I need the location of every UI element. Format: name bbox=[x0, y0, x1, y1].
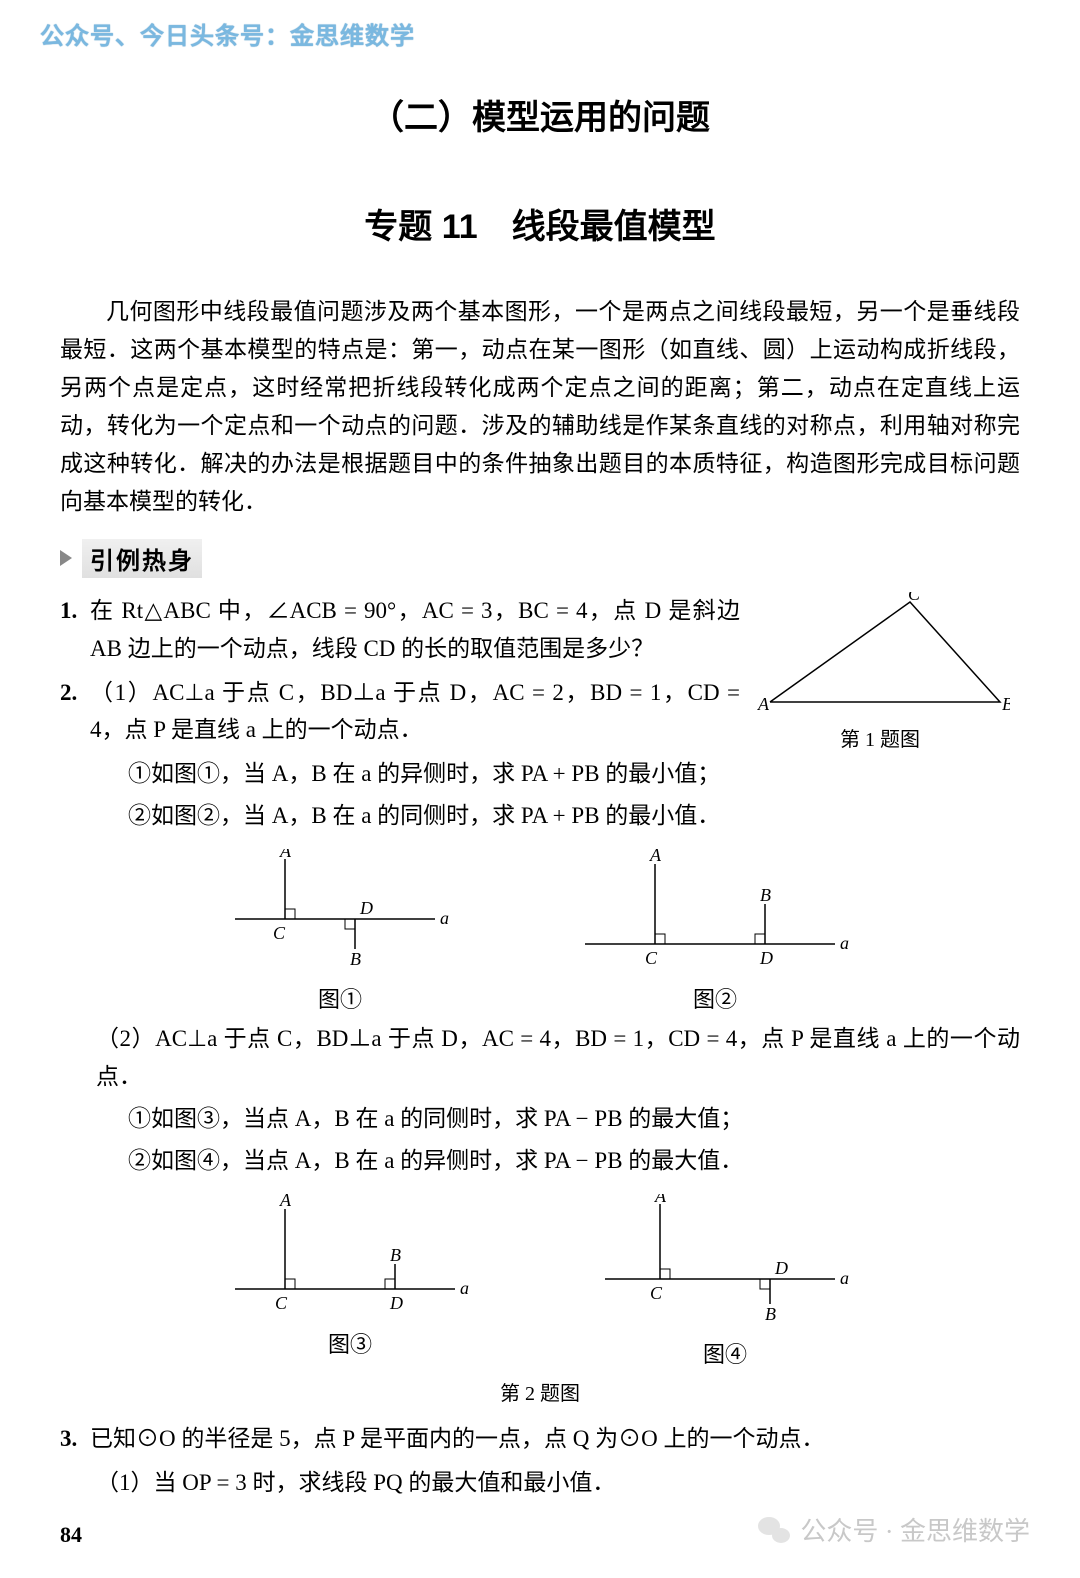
d3-a: a bbox=[460, 1278, 469, 1298]
section-header: 引例热身 bbox=[60, 539, 1020, 578]
watermark-top: 公众号、今日头条号：金思维数学 bbox=[40, 16, 415, 51]
watermark-bottom-text: 公众号 · 金思维数学 bbox=[800, 1511, 1030, 1548]
fig-label-2: 图② bbox=[575, 982, 855, 1014]
section-label: 引例热身 bbox=[82, 539, 202, 578]
topic-title: 专题 11 线段最值模型 bbox=[60, 199, 1020, 248]
d3-B: B bbox=[390, 1245, 401, 1265]
d2-D: D bbox=[759, 948, 773, 968]
d1-B: B bbox=[350, 949, 361, 969]
d4-D: D bbox=[774, 1258, 788, 1278]
page-number: 84 bbox=[60, 1522, 82, 1548]
triangle-diagram: A B C bbox=[750, 592, 1010, 712]
triangle-icon bbox=[60, 550, 72, 566]
fig-label-4: 图④ bbox=[595, 1337, 855, 1369]
d2-A: A bbox=[649, 849, 662, 865]
wechat-icon bbox=[758, 1517, 790, 1543]
label-C: C bbox=[908, 592, 921, 604]
chapter-title: （二）模型运用的问题 bbox=[60, 90, 1020, 139]
fig-label-3: 图③ bbox=[225, 1327, 475, 1359]
d4-a: a bbox=[840, 1268, 849, 1288]
figure-1: A B C 第 1 题图 bbox=[740, 592, 1020, 752]
page-content: （二）模型运用的问题 专题 11 线段最值模型 几何图形中线段最值问题涉及两个基… bbox=[0, 0, 1080, 1546]
d3-A: A bbox=[279, 1194, 292, 1210]
figure-2-caption: 第 2 题图 bbox=[60, 1377, 1020, 1406]
d1-A: A bbox=[279, 849, 292, 861]
problem-2-part2: （2）AC⊥a 于点 C，BD⊥a 于点 D，AC = 4，BD = 1，CD … bbox=[60, 1020, 1020, 1096]
problem-2-part1: （1）AC⊥a 于点 C，BD⊥a 于点 D，AC = 2，BD = 1，CD … bbox=[90, 674, 740, 750]
problem-3-sub1: （1）当 OP = 3 时，求线段 PQ 的最大值和最小值． bbox=[60, 1464, 1020, 1502]
d4-B: B bbox=[765, 1304, 776, 1324]
problem-1: 1. 在 Rt△ABC 中，∠ACB = 90°，AC = 3，BC = 4，点… bbox=[60, 592, 740, 668]
figure-d4: A B C D a 图④ bbox=[595, 1194, 855, 1369]
figure-d2: A B C D a 图② bbox=[575, 849, 855, 1014]
fig-label-1: 图① bbox=[225, 982, 455, 1014]
figure-d3: A B C D a 图③ bbox=[225, 1194, 475, 1369]
d4-C: C bbox=[650, 1283, 663, 1303]
problem-2-sub11: ①如图①，当 A，B 在 a 的异侧时，求 PA + PB 的最小值； bbox=[60, 755, 1020, 793]
problem-3: 3. 已知⊙O 的半径是 5，点 P 是平面内的一点，点 Q 为⊙O 上的一个动… bbox=[60, 1420, 1020, 1458]
problem-2-sub12: ②如图②，当 A，B 在 a 的同侧时，求 PA + PB 的最小值． bbox=[60, 797, 1020, 835]
problem-1-num: 1. bbox=[60, 592, 90, 668]
watermark-bottom: 公众号 · 金思维数学 bbox=[758, 1511, 1030, 1548]
d1-a: a bbox=[440, 908, 449, 928]
label-B: B bbox=[1002, 694, 1010, 712]
figure-1-caption: 第 1 题图 bbox=[740, 723, 1020, 752]
label-A: A bbox=[757, 694, 770, 712]
problem-2-sub22: ②如图④，当点 A，B 在 a 的异侧时，求 PA − PB 的最大值． bbox=[60, 1142, 1020, 1180]
d2-B: B bbox=[760, 885, 771, 905]
d3-C: C bbox=[275, 1293, 288, 1313]
d2-a: a bbox=[840, 933, 849, 953]
d1-C: C bbox=[273, 923, 286, 943]
d4-A: A bbox=[654, 1194, 667, 1206]
d1-D: D bbox=[359, 898, 373, 918]
problem-3-num: 3. bbox=[60, 1420, 90, 1458]
problem-1-text: 在 Rt△ABC 中，∠ACB = 90°，AC = 3，BC = 4，点 D … bbox=[90, 592, 740, 668]
problem-1-row: 1. 在 Rt△ABC 中，∠ACB = 90°，AC = 3，BC = 4，点… bbox=[60, 592, 1020, 756]
d3-D: D bbox=[389, 1293, 403, 1313]
figures-row-1: A B C D a 图① A B C D a 图② bbox=[60, 849, 1020, 1014]
figure-d1: A B C D a 图① bbox=[225, 849, 455, 1014]
problem-2: 2. （1）AC⊥a 于点 C，BD⊥a 于点 D，AC = 2，BD = 1，… bbox=[60, 674, 740, 750]
intro-paragraph: 几何图形中线段最值问题涉及两个基本图形，一个是两点之间线段最短，另一个是垂线段最… bbox=[60, 293, 1020, 521]
problem-2-num: 2. bbox=[60, 674, 90, 750]
d2-C: C bbox=[645, 948, 658, 968]
problem-2-sub21: ①如图③，当点 A，B 在 a 的同侧时，求 PA − PB 的最大值； bbox=[60, 1100, 1020, 1138]
figures-row-2: A B C D a 图③ A B C D a 图④ bbox=[60, 1194, 1020, 1369]
problem-3-text: 已知⊙O 的半径是 5，点 P 是平面内的一点，点 Q 为⊙O 上的一个动点． bbox=[90, 1420, 1020, 1458]
